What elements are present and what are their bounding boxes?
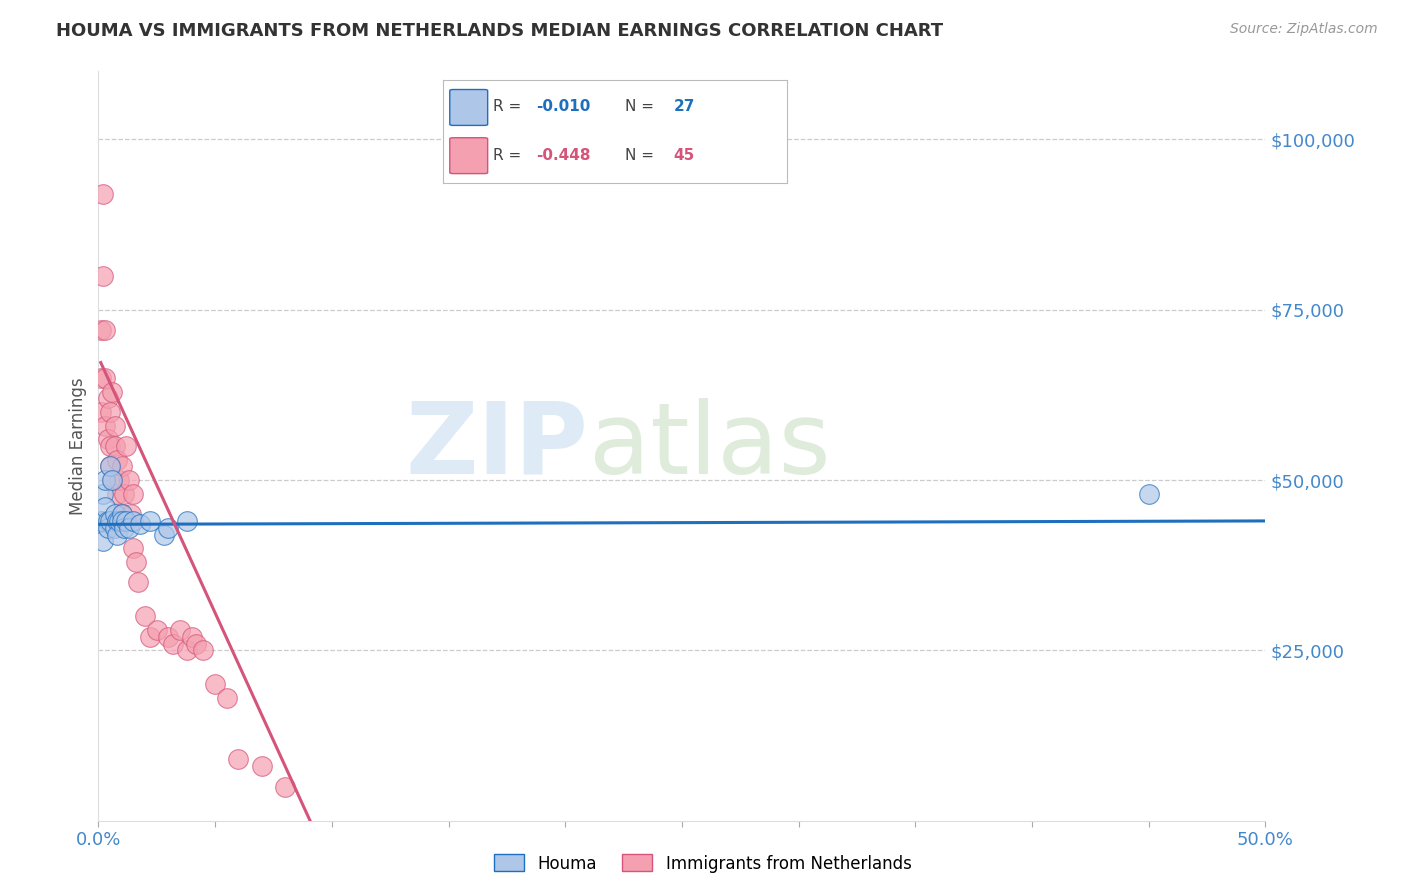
Point xyxy=(97,392,120,406)
Point xyxy=(129,517,152,532)
Point xyxy=(94,418,117,433)
Point xyxy=(111,507,134,521)
Point xyxy=(94,371,117,385)
Legend: Houma, Immigrants from Netherlands: Houma, Immigrants from Netherlands xyxy=(488,847,918,880)
Point xyxy=(98,405,121,419)
Point xyxy=(146,623,169,637)
Point xyxy=(112,486,135,500)
Point xyxy=(105,452,128,467)
Point xyxy=(98,514,121,528)
Point xyxy=(105,514,128,528)
Point xyxy=(115,439,138,453)
Point xyxy=(98,459,121,474)
Point xyxy=(101,384,124,399)
Text: N =: N = xyxy=(626,148,654,162)
Text: R =: R = xyxy=(494,148,522,162)
Point xyxy=(94,473,117,487)
Point xyxy=(98,459,121,474)
Point xyxy=(97,432,120,446)
Point xyxy=(176,514,198,528)
Text: -0.010: -0.010 xyxy=(536,99,591,114)
Point xyxy=(101,473,124,487)
Point xyxy=(115,514,138,528)
Point xyxy=(169,623,191,637)
Point xyxy=(90,371,112,385)
Point xyxy=(186,636,208,650)
Point xyxy=(91,486,114,500)
Point xyxy=(90,405,112,419)
Text: N =: N = xyxy=(626,99,654,114)
Point xyxy=(112,521,135,535)
Text: R =: R = xyxy=(494,99,522,114)
Point xyxy=(157,521,180,535)
Point xyxy=(152,527,174,541)
Point xyxy=(108,473,131,487)
Point xyxy=(228,752,250,766)
Point xyxy=(94,500,117,515)
Point xyxy=(90,514,112,528)
Point xyxy=(139,630,162,644)
Point xyxy=(91,186,114,201)
Text: 45: 45 xyxy=(673,148,695,162)
Text: atlas: atlas xyxy=(589,398,830,494)
Point xyxy=(91,534,114,549)
Point xyxy=(94,323,117,337)
Text: -0.448: -0.448 xyxy=(536,148,591,162)
Point xyxy=(111,459,134,474)
Point xyxy=(111,507,134,521)
Point xyxy=(91,268,114,283)
FancyBboxPatch shape xyxy=(450,89,488,126)
Point xyxy=(134,609,156,624)
Point xyxy=(104,521,127,535)
Point xyxy=(118,521,141,535)
Point xyxy=(162,636,184,650)
Point xyxy=(176,643,198,657)
Point xyxy=(1137,486,1160,500)
Point xyxy=(250,759,273,773)
Point xyxy=(118,473,141,487)
Point xyxy=(122,486,145,500)
Point xyxy=(108,514,131,528)
Point xyxy=(97,521,120,535)
Point xyxy=(139,514,162,528)
Point xyxy=(274,780,297,794)
Point xyxy=(204,677,226,691)
Point xyxy=(111,514,134,528)
Point xyxy=(193,643,215,657)
Point xyxy=(180,630,202,644)
Text: Source: ZipAtlas.com: Source: ZipAtlas.com xyxy=(1230,22,1378,37)
Point xyxy=(97,514,120,528)
Point xyxy=(215,691,238,706)
Point xyxy=(104,507,127,521)
Text: HOUMA VS IMMIGRANTS FROM NETHERLANDS MEDIAN EARNINGS CORRELATION CHART: HOUMA VS IMMIGRANTS FROM NETHERLANDS MED… xyxy=(56,22,943,40)
Text: ZIP: ZIP xyxy=(406,398,589,494)
Y-axis label: Median Earnings: Median Earnings xyxy=(69,377,87,515)
Point xyxy=(120,507,142,521)
Point xyxy=(122,541,145,556)
Point xyxy=(104,418,127,433)
Point xyxy=(90,323,112,337)
Point xyxy=(122,514,145,528)
Point xyxy=(127,575,149,590)
Point xyxy=(98,439,121,453)
Point xyxy=(125,555,148,569)
Point xyxy=(101,473,124,487)
Point xyxy=(157,630,180,644)
Point xyxy=(105,527,128,541)
Point xyxy=(105,486,128,500)
Text: 27: 27 xyxy=(673,99,695,114)
Point xyxy=(104,439,127,453)
FancyBboxPatch shape xyxy=(450,137,488,174)
